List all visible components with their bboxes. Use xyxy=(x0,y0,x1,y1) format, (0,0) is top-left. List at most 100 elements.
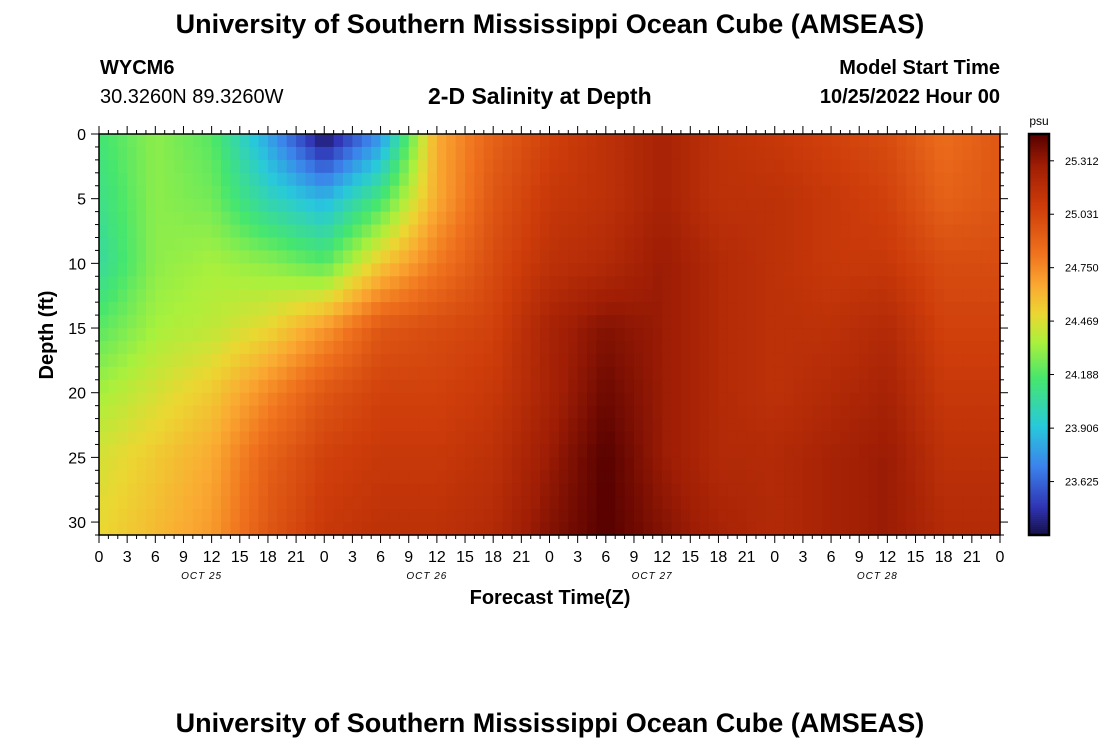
heatmap-cell xyxy=(981,315,992,329)
heatmap-cell xyxy=(633,444,644,458)
x-tick-label: 0 xyxy=(320,549,329,566)
heatmap-cell xyxy=(108,405,119,420)
heatmap-cell xyxy=(812,159,823,174)
heatmap-cell xyxy=(99,263,109,277)
heatmap-cell xyxy=(427,146,438,161)
heatmap-cell xyxy=(267,405,278,420)
heatmap-cell xyxy=(765,211,776,226)
heatmap-cell xyxy=(174,328,185,342)
heatmap-cell xyxy=(483,496,494,510)
heatmap-cell xyxy=(127,431,138,446)
heatmap-cell xyxy=(314,418,325,433)
heatmap-cell xyxy=(990,211,1001,226)
heatmap-cell xyxy=(493,276,504,290)
heatmap-cell xyxy=(399,134,410,148)
heatmap-cell xyxy=(605,172,616,187)
heatmap-cell xyxy=(699,509,710,523)
heatmap-cell xyxy=(164,134,175,148)
station-coordinates: 30.3260N 89.3260W xyxy=(100,86,284,108)
heatmap-cell xyxy=(680,470,691,484)
heatmap-cell xyxy=(755,302,766,316)
colorbar-swatch xyxy=(1029,360,1049,364)
heatmap-cell xyxy=(981,509,992,523)
heatmap-cell xyxy=(305,263,316,277)
heatmap-cell xyxy=(662,470,673,484)
heatmap-cell xyxy=(418,483,429,497)
heatmap-cell xyxy=(436,263,447,277)
heatmap-cell xyxy=(211,522,222,536)
heatmap-cell xyxy=(793,134,804,148)
heatmap-cell xyxy=(446,418,457,433)
heatmap-cell xyxy=(296,263,307,277)
heatmap-cell xyxy=(530,431,541,446)
heatmap-cell xyxy=(774,302,785,316)
heatmap-cell xyxy=(699,146,710,161)
heatmap-cell xyxy=(915,509,926,523)
x-tick-label: 3 xyxy=(123,549,132,566)
heatmap-cell xyxy=(521,392,532,407)
heatmap-cell xyxy=(155,470,166,484)
heatmap-cell xyxy=(192,211,203,226)
heatmap-cell xyxy=(643,172,654,187)
heatmap-cell xyxy=(831,353,842,368)
heatmap-cell xyxy=(530,185,541,200)
heatmap-cell xyxy=(793,470,804,484)
heatmap-cell xyxy=(549,198,560,213)
heatmap-cell xyxy=(418,431,429,446)
heatmap-cell xyxy=(239,353,250,368)
heatmap-cell xyxy=(540,392,551,407)
heatmap-cell xyxy=(174,444,185,458)
heatmap-cell xyxy=(408,496,419,510)
heatmap-cell xyxy=(221,159,231,174)
heatmap-cell xyxy=(943,483,954,497)
heatmap-cell xyxy=(267,353,278,368)
heatmap-cell xyxy=(155,431,166,446)
heatmap-cell xyxy=(361,198,372,213)
heatmap-cell xyxy=(774,276,785,290)
heatmap-cell xyxy=(286,340,297,355)
heatmap-cell xyxy=(145,328,156,342)
heatmap-cell xyxy=(690,457,701,471)
heatmap-cell xyxy=(286,276,297,290)
heatmap-cell xyxy=(587,405,598,420)
heatmap-cell xyxy=(127,496,138,510)
heatmap-cell xyxy=(277,185,288,200)
heatmap-cell xyxy=(605,470,616,484)
heatmap-cell xyxy=(577,509,588,523)
heatmap-cell xyxy=(624,159,635,174)
heatmap-cell xyxy=(155,276,166,290)
heatmap-cell xyxy=(680,315,691,329)
heatmap-cell xyxy=(746,185,757,200)
colorbar-swatch xyxy=(1029,294,1049,297)
colorbar-swatch xyxy=(1029,468,1049,472)
heatmap-cell xyxy=(502,172,513,187)
heatmap-cell xyxy=(709,366,720,381)
heatmap-cell xyxy=(296,457,307,471)
heatmap-cell xyxy=(361,172,372,187)
colorbar-swatch xyxy=(1029,372,1049,376)
heatmap-cell xyxy=(352,379,363,394)
heatmap-cell xyxy=(568,172,579,187)
heatmap-cell xyxy=(221,185,231,200)
heatmap-cell xyxy=(511,237,522,252)
heatmap-cell xyxy=(793,185,804,200)
heatmap-cell xyxy=(887,457,898,471)
heatmap-cell xyxy=(690,405,701,420)
heatmap-cell xyxy=(211,198,222,213)
heatmap-cell xyxy=(718,328,729,342)
heatmap-cell xyxy=(361,315,372,329)
heatmap-cell xyxy=(746,522,757,536)
heatmap-cell xyxy=(587,366,598,381)
heatmap-cell xyxy=(821,134,832,148)
heatmap-cell xyxy=(296,276,307,290)
heatmap-cell xyxy=(436,366,447,381)
heatmap-cell xyxy=(831,366,842,381)
heatmap-cell xyxy=(117,134,128,148)
heatmap-cell xyxy=(286,418,297,433)
heatmap-cell xyxy=(934,509,945,523)
heatmap-cell xyxy=(286,289,297,303)
heatmap-cell xyxy=(652,328,663,342)
heatmap-cell xyxy=(446,483,457,497)
heatmap-cell xyxy=(924,340,935,355)
colorbar-swatch xyxy=(1029,264,1049,267)
